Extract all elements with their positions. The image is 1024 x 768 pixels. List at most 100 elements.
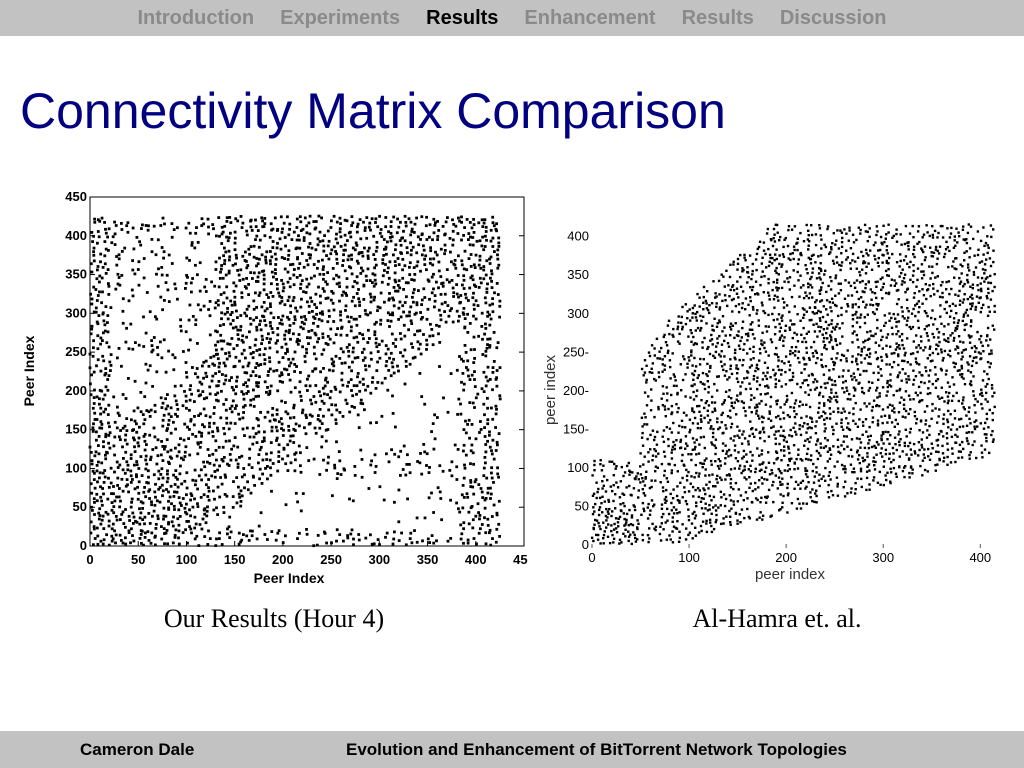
data-point [732,297,735,301]
data-point [163,222,166,226]
data-point [852,412,855,416]
data-point [718,306,722,309]
data-point [596,538,600,541]
data-point [388,325,391,328]
data-point [125,442,129,446]
data-point [246,364,250,368]
data-point [459,402,462,406]
data-point [129,469,133,473]
data-point [763,478,766,481]
data-point [220,317,223,321]
data-point [726,415,730,418]
data-point [812,340,816,344]
data-point [775,223,779,227]
data-point [769,395,773,399]
data-point [679,363,682,366]
data-point [836,438,840,441]
data-point [338,299,341,303]
data-point [111,537,115,541]
data-point [224,364,227,368]
data-point [259,411,262,414]
data-point [161,459,165,462]
nav-item-discussion[interactable]: Discussion [779,7,887,29]
data-point [158,500,162,504]
data-point [876,481,880,484]
data-point [862,392,866,395]
data-point [659,525,662,528]
data-point [257,424,260,428]
data-point [281,289,285,293]
data-point [846,445,849,448]
data-point [188,428,191,431]
data-point [369,351,373,355]
data-point [386,240,389,244]
data-point [799,458,802,461]
data-point [783,280,786,283]
data-point [253,343,257,347]
data-point [793,248,796,252]
data-point [625,521,628,524]
data-point [665,344,669,347]
data-point [163,542,166,546]
data-point [102,538,106,542]
data-point [719,460,722,463]
data-point [277,420,281,424]
data-point [465,218,469,221]
data-point [826,225,830,228]
data-point [404,473,408,477]
data-point [387,276,391,280]
data-point [282,428,285,432]
nav-item-enhancement[interactable]: Enhancement [524,7,656,29]
nav-item-introduction[interactable]: Introduction [137,7,255,29]
data-point [754,470,757,474]
data-point [477,263,481,267]
data-point [738,467,741,470]
data-point [463,226,466,229]
data-point [299,394,303,398]
data-point [463,325,467,329]
data-point [102,331,105,335]
data-point [336,472,340,475]
data-point [785,270,788,273]
data-point [104,305,108,308]
x-tick-label: 150 [224,552,246,567]
nav-item-experiments[interactable]: Experiments [280,7,401,29]
data-point [663,333,666,337]
data-point [235,309,238,313]
data-point [457,319,460,323]
data-point [469,449,473,453]
data-point [717,427,720,431]
data-point [472,291,475,295]
data-point [322,273,326,276]
data-point [355,230,359,234]
data-point [383,269,386,272]
data-point [222,505,226,509]
data-point [696,426,700,430]
data-point [315,306,318,309]
data-point [806,423,809,426]
data-point [275,278,278,281]
data-point [240,352,244,356]
nav-item-results-enhancement[interactable]: Results [681,7,754,29]
data-point [443,301,447,304]
data-point [472,462,475,466]
data-point [419,352,423,356]
data-point [801,403,804,406]
data-point [818,224,821,227]
data-point [378,485,382,489]
data-point [819,319,822,322]
data-point [676,520,679,523]
data-point [393,271,397,275]
al-hamra-chart: 0 100 200 300 400050100150-200-250-300350400… [542,223,996,583]
data-point [877,365,880,368]
data-point [814,261,817,264]
data-point [118,487,121,490]
nav-item-results-active[interactable]: Results [426,7,499,29]
data-point [832,410,835,413]
data-point [776,278,779,281]
data-point [121,489,125,493]
data-point [90,270,94,274]
data-point [429,249,433,253]
data-point [473,406,476,409]
data-point [378,356,382,360]
